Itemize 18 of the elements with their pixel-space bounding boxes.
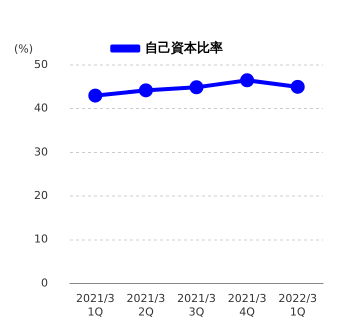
point (290, 80, 305, 94)
y-tick-label: 30 (34, 145, 48, 158)
x-tick-label: 2021/3 1Q (76, 292, 115, 318)
x-tick-label: 2021/3 3Q (177, 292, 216, 318)
y-axis-title: (%) (14, 42, 34, 56)
point (240, 73, 254, 88)
point (190, 80, 204, 94)
y-tick-label: 20 (34, 189, 48, 202)
y-tick-label: 40 (34, 102, 48, 115)
point (138, 83, 153, 98)
x-tick-label: 2022/3 1Q (278, 292, 318, 318)
legend-label: 自己資本比率 (144, 40, 223, 56)
y-tick-label: 10 (34, 232, 48, 246)
x-tick-label: 2021/3 2Q (126, 292, 166, 318)
x-tick-label: 2021/3 4Q (228, 292, 266, 318)
y-tick-label: 50 (34, 58, 48, 71)
point (88, 88, 102, 103)
y-tick-label: 0 (40, 276, 48, 290)
